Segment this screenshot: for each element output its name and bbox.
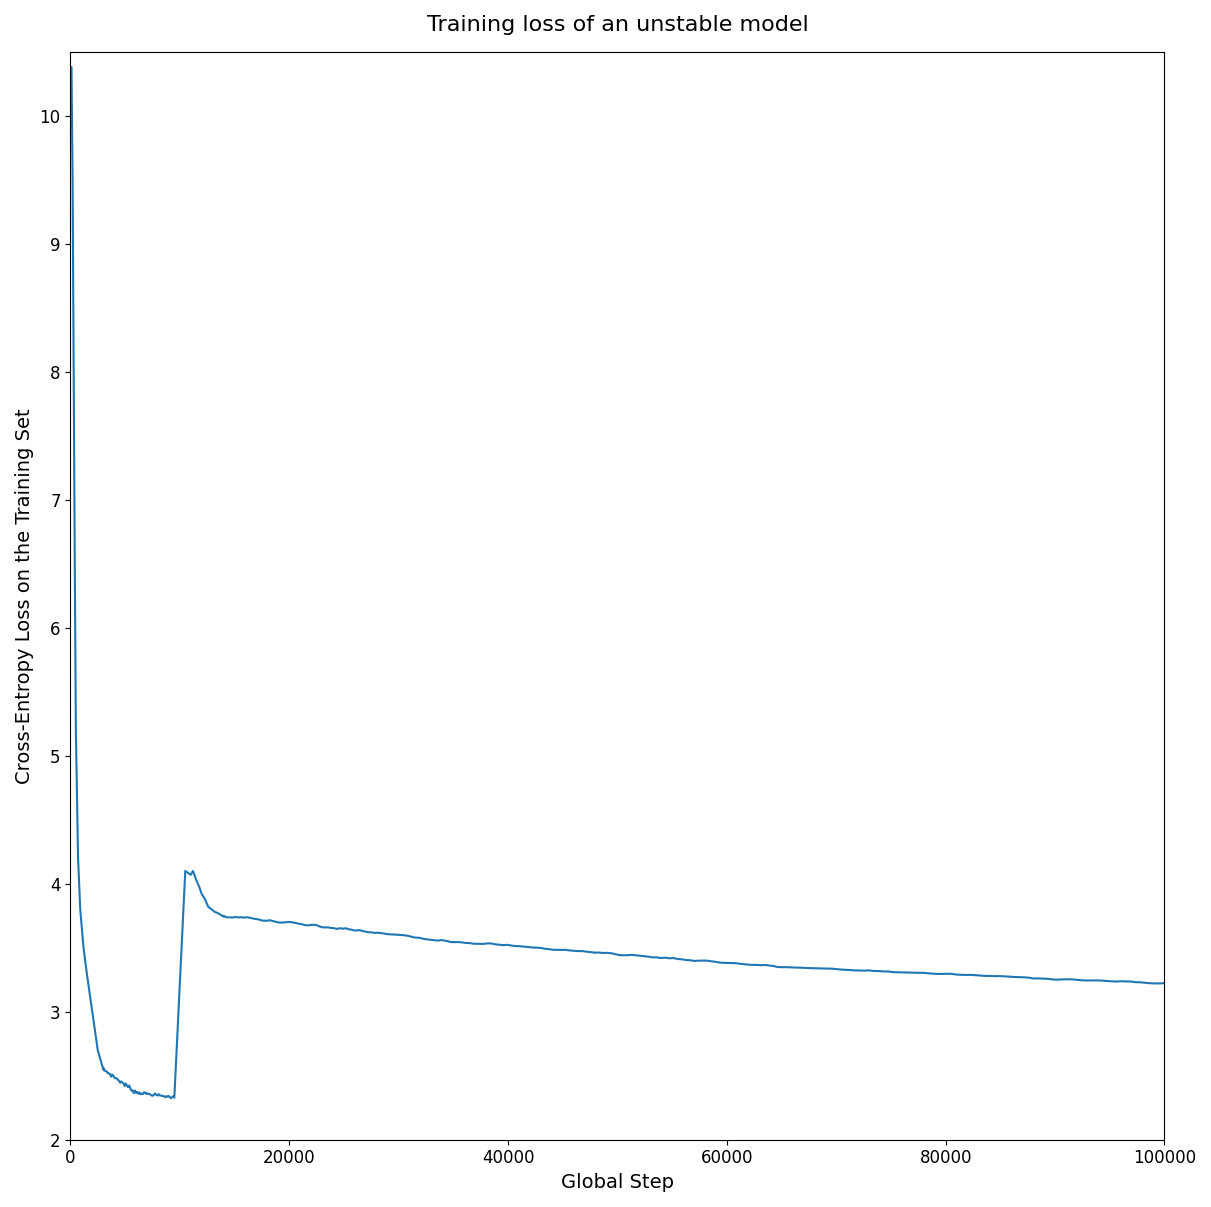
X-axis label: Global Step: Global Step — [561, 1173, 673, 1193]
Y-axis label: Cross-Entropy Loss on the Training Set: Cross-Entropy Loss on the Training Set — [15, 408, 34, 783]
Title: Training loss of an unstable model: Training loss of an unstable model — [426, 14, 808, 35]
